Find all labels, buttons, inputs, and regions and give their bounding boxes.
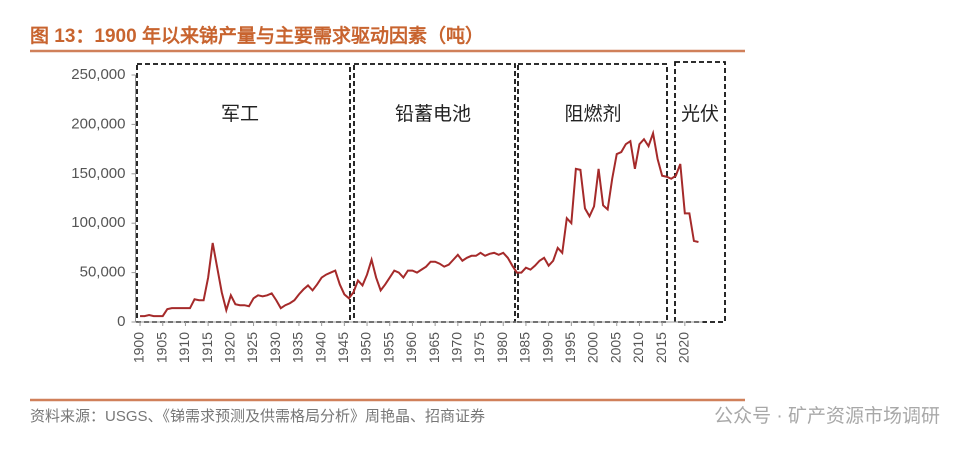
x-tick-label: 1965 <box>426 332 442 363</box>
x-tick-label: 1950 <box>358 332 374 363</box>
era-box <box>517 63 668 323</box>
x-tick-label: 2010 <box>630 332 646 363</box>
era-box <box>674 61 726 323</box>
x-tick-label: 1970 <box>449 332 465 363</box>
x-tick-label: 1925 <box>244 332 260 363</box>
chart-title: 图 13：1900 年以来锑产量与主要需求驱动因素（吨） <box>30 24 484 47</box>
x-tick-label: 1990 <box>539 332 555 363</box>
x-tick-label: 1905 <box>153 332 169 363</box>
x-tick-label: 1985 <box>517 332 533 363</box>
x-tick-label: 1930 <box>267 332 283 363</box>
x-tick-label: 1935 <box>290 332 306 363</box>
annotation: 光伏 <box>681 103 719 125</box>
x-tick-label: 2000 <box>585 332 601 363</box>
x-tick-label: 1975 <box>471 332 487 363</box>
x-tick-label: 1920 <box>222 332 238 363</box>
y-tick-label: 150,000 <box>71 165 125 182</box>
x-tick-label: 1910 <box>176 332 192 363</box>
x-tick-label: 1960 <box>403 332 419 363</box>
x-tick-label: 1955 <box>380 332 396 363</box>
annotation: 阻燃剂 <box>564 103 621 125</box>
x-tick-label: 1940 <box>312 332 328 363</box>
data-line <box>140 129 699 318</box>
x-tick-label: 1915 <box>199 332 215 363</box>
x-tick-label: 1900 <box>131 332 147 363</box>
x-tick-label: 1945 <box>335 332 351 363</box>
x-tick-label: 2015 <box>653 332 669 363</box>
y-tick-label: 50,000 <box>80 264 126 281</box>
annotation: 铅蓄电池 <box>395 103 471 125</box>
watermark: 公众号 · 矿产资源市场调研 <box>714 405 940 427</box>
y-tick-label: 0 <box>117 313 125 330</box>
x-tick-label: 1980 <box>494 332 510 363</box>
source-note: 资料来源：USGS、《锑需求预测及供需格局分析》周艳晶、招商证券 <box>30 408 485 425</box>
x-tick-label: 2020 <box>676 332 692 363</box>
y-tick-label: 200,000 <box>71 115 125 132</box>
y-tick-label: 250,000 <box>71 66 125 83</box>
x-tick-label: 2005 <box>607 332 623 363</box>
annotation: 军工 <box>221 104 259 125</box>
x-tick-label: 1995 <box>562 332 578 363</box>
y-tick-label: 100,000 <box>71 214 125 231</box>
